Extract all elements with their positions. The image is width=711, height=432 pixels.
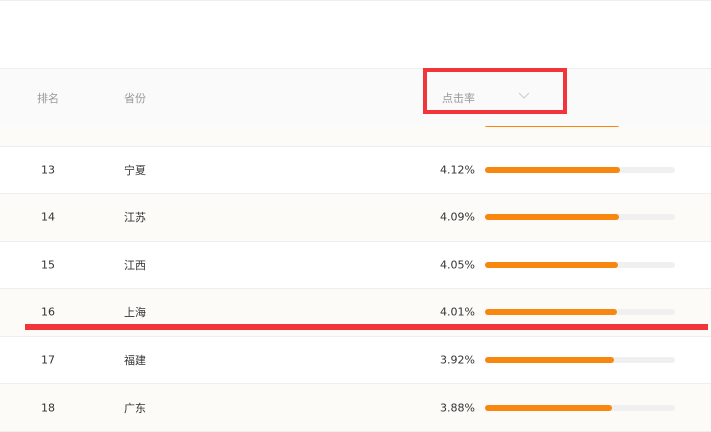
rate-bar	[485, 404, 613, 411]
rate-label: 3.88%	[440, 401, 475, 414]
table-row: 15 江西 4.05%	[0, 241, 711, 290]
top-border	[0, 0, 711, 1]
bar-track	[485, 166, 675, 173]
sort-chevron[interactable]	[518, 92, 530, 100]
table-row: 14 江苏 4.09%	[0, 193, 711, 242]
rate-label: 4.01%	[440, 305, 475, 319]
rate-bar	[485, 356, 614, 363]
province: 江苏	[124, 211, 146, 225]
rate-label: 4.05%	[440, 258, 475, 272]
table-row: 13 宁夏 4.12%	[0, 146, 711, 194]
bar-track	[485, 261, 675, 268]
rank: 16	[41, 305, 55, 319]
bar-track	[485, 214, 675, 221]
annotation-box	[423, 68, 567, 114]
annotation-line	[25, 324, 708, 330]
rate-label: 3.92%	[440, 353, 475, 367]
rate-bar	[485, 214, 620, 221]
rate-bar	[485, 166, 621, 173]
bar-track	[485, 356, 675, 363]
table-header	[0, 68, 711, 126]
rate-bar	[485, 309, 617, 316]
rate-label: 4.09%	[440, 210, 475, 224]
bar-track	[485, 404, 675, 411]
rank: 15	[41, 258, 55, 272]
rate-label: 4.12%	[440, 163, 475, 176]
partial-row	[0, 125, 711, 147]
province: 江西	[124, 258, 146, 272]
table-row: 18 广东 3.88%	[0, 384, 711, 432]
table-row: 17 福建 3.92%	[0, 336, 711, 385]
bar-track	[485, 309, 675, 316]
province: 上海	[124, 306, 146, 320]
province: 福建	[124, 353, 146, 367]
rate-bar	[485, 261, 618, 268]
rank: 14	[41, 210, 55, 224]
province: 广东	[124, 401, 146, 415]
rank: 17	[41, 353, 55, 367]
rank: 18	[41, 401, 55, 414]
header-rank: 排名	[37, 92, 59, 105]
header-province: 省份	[124, 92, 146, 105]
header-rate[interactable]: 点击率	[442, 92, 475, 105]
rank: 13	[41, 163, 55, 176]
province: 宁夏	[124, 163, 146, 177]
